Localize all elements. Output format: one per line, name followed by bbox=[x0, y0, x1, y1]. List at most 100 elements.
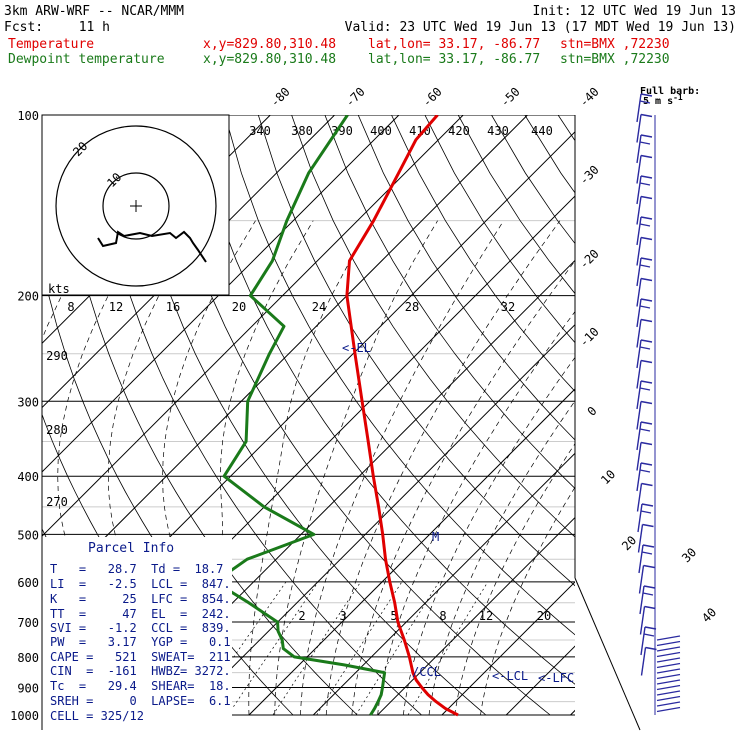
wind-barb-staff bbox=[636, 237, 642, 266]
mixing-ratio-label: 5 bbox=[390, 609, 397, 623]
wind-barb-flag bbox=[639, 223, 651, 227]
wind-key-speed: 5 m s bbox=[643, 96, 673, 107]
wind-barb-staff bbox=[656, 651, 681, 658]
wind-key-title: Full barb: bbox=[640, 86, 700, 97]
isotherm-label: 40 bbox=[699, 605, 719, 625]
isentrope-label: 290 bbox=[46, 349, 68, 363]
wind-barb-flag bbox=[639, 346, 651, 350]
isentrope-label: 390 bbox=[331, 124, 353, 138]
wind-barb-staff bbox=[636, 257, 642, 287]
pressure-tick-label: 100 bbox=[17, 109, 39, 123]
valid-time: Valid: 23 UTC Wed 19 Jun 13 (17 MDT Wed … bbox=[345, 20, 736, 35]
wind-barb-staff bbox=[640, 647, 647, 676]
wind-barb-flag bbox=[639, 182, 651, 186]
mixing-ratio-line bbox=[272, 581, 361, 716]
dry-adiabat-line bbox=[324, 115, 575, 489]
dry-adiabat-line bbox=[424, 115, 575, 344]
wind-barb-flag bbox=[640, 400, 653, 405]
wind-barb-staff bbox=[656, 640, 681, 647]
pressure-tick-label: 1000 bbox=[10, 709, 39, 723]
isotherm-line bbox=[377, 516, 575, 716]
legend-temperature: Temperature bbox=[8, 37, 94, 52]
wind-barb-staff bbox=[636, 421, 642, 451]
moist-adiabat-line bbox=[351, 260, 575, 716]
mixing-ratio-label: 2 bbox=[298, 609, 305, 623]
mixing-ratio-label: 3 bbox=[339, 609, 346, 623]
moist-adiabat-line bbox=[402, 356, 575, 716]
parcel-row: CAPE = 521 SWEAT= 211 bbox=[50, 650, 231, 664]
parcel-row: SREH = 0 LAPSE= 6.1 bbox=[50, 694, 231, 708]
wind-barb-staff bbox=[636, 462, 642, 492]
moist-adiabat-line bbox=[428, 400, 575, 716]
wind-barb-staff bbox=[636, 339, 642, 369]
isentrope-label: 340 bbox=[249, 124, 271, 138]
hodograph-ring-20 bbox=[55, 125, 217, 287]
wind-barb-staff bbox=[636, 298, 642, 328]
isentrope-label: 420 bbox=[448, 124, 470, 138]
wind-barb-staff bbox=[656, 695, 681, 702]
wind-barb-staff bbox=[656, 690, 681, 696]
wind-barb-staff bbox=[639, 606, 646, 635]
parcel-row: Tc = 29.4 SHEAR= 18. bbox=[50, 679, 231, 693]
wind-barb-flag bbox=[639, 387, 651, 391]
isotherm-line bbox=[42, 115, 400, 473]
dry-adiabat-line bbox=[357, 115, 575, 441]
parcel-row: PW = 3.17 YGP = 0.1 bbox=[50, 635, 231, 649]
wind-barb-flag bbox=[640, 216, 653, 220]
dewpoint-trace bbox=[213, 115, 387, 716]
mixing-ratio-line bbox=[316, 581, 403, 716]
hodograph-speed-label: 28 bbox=[405, 300, 419, 314]
moist-adiabat-line bbox=[300, 220, 504, 716]
mixing-ratio-line bbox=[407, 581, 489, 716]
init-time: Init: 12 UTC Wed 19 Jun 13 bbox=[533, 4, 737, 19]
forecast-hour: 11 h bbox=[79, 20, 110, 35]
moist-adiabat-line bbox=[325, 220, 561, 716]
pressure-tick-label: 500 bbox=[17, 528, 39, 542]
isotherm-label: -70 bbox=[343, 85, 368, 110]
isotherm-line bbox=[505, 645, 575, 716]
wind-barb-staff bbox=[637, 503, 643, 533]
pressure-tick-label: 200 bbox=[17, 290, 39, 304]
moist-adiabat-line bbox=[274, 220, 438, 716]
dry-adiabat-line bbox=[457, 115, 575, 295]
wind-barb-flag bbox=[643, 564, 655, 569]
annotation-ccl: /CCL bbox=[412, 665, 441, 679]
hodograph-speed-label: 32 bbox=[501, 300, 515, 314]
pressure-tick-label: 300 bbox=[17, 395, 39, 409]
mixing-ratio-line bbox=[355, 581, 440, 716]
dry-adiabat-line bbox=[257, 115, 575, 587]
wind-barb-flag bbox=[643, 585, 656, 589]
moist-adiabat-line bbox=[219, 220, 314, 716]
wind-barbs bbox=[636, 93, 681, 715]
wind-barb-flag bbox=[640, 510, 652, 514]
isotherm-label: -20 bbox=[577, 247, 602, 272]
wind-barb-flag bbox=[640, 380, 653, 384]
isentrope-label: 430 bbox=[487, 124, 509, 138]
wind-barb-staff bbox=[636, 278, 642, 307]
isotherm-line bbox=[441, 581, 575, 716]
wind-barb-staff bbox=[636, 134, 642, 164]
annotation-lcl: <-LCL bbox=[492, 669, 528, 683]
wind-barb-flag bbox=[644, 605, 656, 610]
sounding-annotations: <-EL M /CCL <-LCL <-LFC bbox=[342, 341, 574, 685]
wind-barb-flag bbox=[640, 134, 653, 138]
moist-adiabat-line bbox=[454, 443, 575, 716]
isotherm-label: 0 bbox=[585, 404, 600, 419]
wind-barb-staff bbox=[656, 673, 681, 680]
isotherm-line bbox=[248, 388, 575, 716]
hodograph-speed-label: 8 bbox=[67, 300, 74, 314]
wind-barb-flag bbox=[640, 339, 653, 343]
wind-barb-flag bbox=[639, 305, 651, 309]
wind-barb-staff bbox=[656, 706, 681, 713]
model-title: 3km ARW-WRF -- NCAR/MMM bbox=[4, 4, 184, 19]
wind-barb-staff bbox=[636, 401, 642, 430]
sounding-traces bbox=[213, 115, 459, 717]
legend-dewpoint-xy: x,y=829.80,310.48 bbox=[203, 52, 336, 67]
dry-adiabat-line bbox=[158, 115, 551, 716]
wind-barb-staff bbox=[637, 524, 644, 553]
legend-temperature-xy: x,y=829.80,310.48 bbox=[203, 37, 336, 52]
mixing-ratio-line bbox=[227, 581, 319, 716]
wind-key-units: 5 m s-1 bbox=[643, 93, 683, 107]
annotation-lfc: <-LFC bbox=[538, 671, 574, 685]
forecast-label: Fcst: bbox=[4, 20, 43, 35]
